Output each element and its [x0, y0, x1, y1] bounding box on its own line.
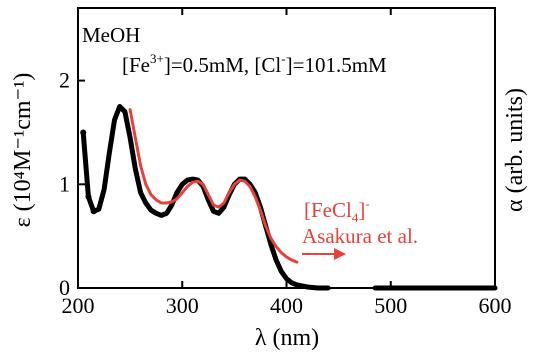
reference-arrow [302, 248, 346, 260]
y-tick-label: 1 [59, 171, 70, 196]
x-tick-label: 200 [62, 293, 95, 318]
concentration-label: [Fe3+]=0.5mM, [Cl-]=101.5mM [122, 51, 387, 77]
conc-superscript-2: - [281, 51, 285, 66]
data-point [85, 193, 92, 200]
reference-spectrum-line [128, 108, 299, 264]
ref-subscript: 4 [352, 210, 359, 225]
y-axis-ticks: 0 1 2 [59, 68, 85, 300]
ref-prefix: [FeCl [304, 198, 352, 222]
y-axis-title-left: ε (10⁴M⁻¹cm⁻¹) [10, 73, 36, 228]
x-tick-label: 600 [479, 293, 512, 318]
reference-species-label: [FeCl4]- [304, 196, 370, 225]
y-axis-title-right: α (arb. units) [502, 88, 528, 212]
x-tick-label: 500 [374, 293, 407, 318]
conc-middle: ]=0.5mM, [Cl [164, 53, 282, 77]
measured-spectrum-line [80, 104, 331, 291]
reference-author-label: Asakura et al. [302, 224, 418, 248]
plot-frame [77, 7, 496, 289]
x-axis-title: λ (nm) [255, 325, 319, 351]
conc-superscript-1: 3+ [150, 51, 164, 66]
y-tick-label: 0 [59, 275, 70, 300]
x-tick-label: 400 [270, 293, 303, 318]
series-layer [80, 104, 498, 291]
data-point [90, 208, 97, 215]
data-point [80, 129, 87, 136]
solvent-label: MeOH [82, 23, 140, 47]
conc-prefix: [Fe [122, 53, 150, 77]
conc-suffix: ]=101.5mM [286, 53, 387, 77]
x-axis-ticks: 200 300 400 500 600 [62, 8, 512, 318]
y-tick-label: 2 [59, 68, 70, 93]
x-tick-label: 300 [166, 293, 199, 318]
ref-superscript: - [365, 196, 369, 211]
ref-close: ] [358, 198, 365, 222]
